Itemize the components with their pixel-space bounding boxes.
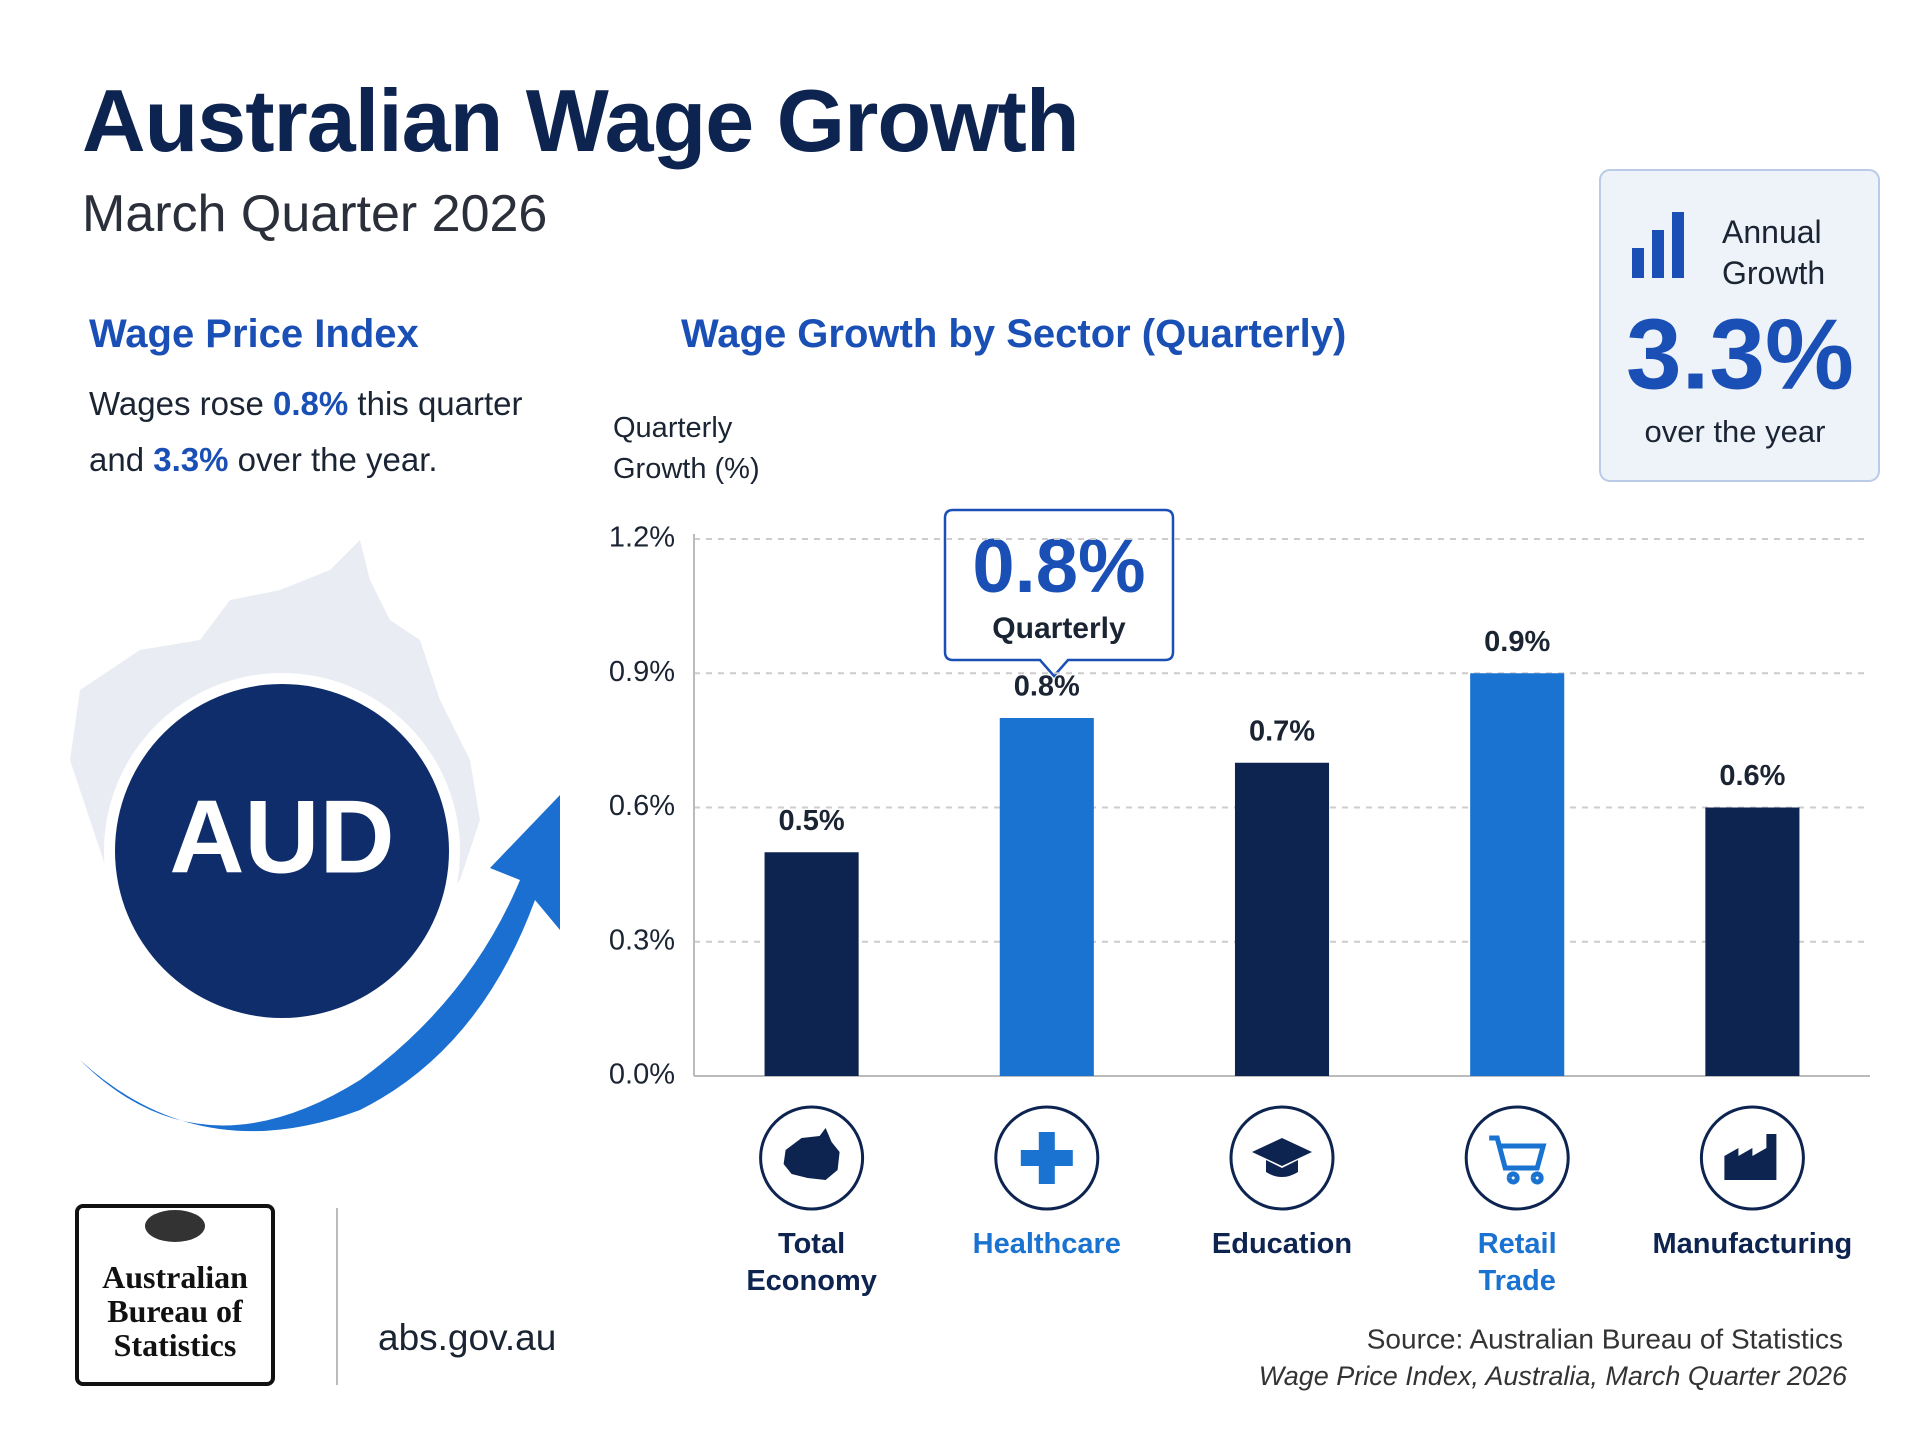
x-tick-label-box: Retail Trade — [1442, 1226, 1592, 1300]
intro-text: Wages rose 0.8% this quarter and 3.3% ov… — [89, 376, 559, 488]
subtitle: March Quarter 2026 — [82, 185, 548, 243]
x-tick-label-box: Manufacturing — [1653, 1226, 1853, 1263]
logo-box — [75, 1204, 275, 1386]
value-label: 0.5% — [779, 805, 845, 837]
source: Source: Australian Bureau of Statistics — [1367, 1323, 1843, 1354]
publication: Wage Price Index, Australia, March Quart… — [1259, 1361, 1848, 1391]
chart-title: Wage Growth by Sector (Quarterly) — [681, 312, 1347, 356]
website: abs.gov.au — [378, 1317, 556, 1358]
category-icon-ring — [1464, 1105, 1570, 1211]
callout-value: 0.8% — [972, 524, 1145, 609]
y-tick-label: 0.9% — [609, 656, 675, 688]
logo-text: Australian Bureau of Statistics — [102, 1259, 248, 1363]
icon-bar — [1672, 212, 1684, 278]
title: Australian Wage Growth — [82, 71, 1080, 170]
bar — [764, 852, 859, 1076]
badge-text: AUD — [169, 779, 394, 895]
intro-part: Wages rose — [89, 385, 264, 422]
intro-highlight: 3.3% — [153, 441, 229, 478]
callout-caption: Quarterly — [992, 612, 1126, 645]
intro-highlight: 0.8% — [273, 385, 349, 422]
value-label: 0.7% — [1249, 715, 1315, 747]
category-icon — [1020, 1132, 1073, 1184]
annual-box — [1599, 169, 1880, 482]
x-tick-label-box: Education — [1207, 1226, 1357, 1263]
x-tick-label: Manufacturing — [1652, 1228, 1853, 1260]
bar — [1234, 762, 1330, 1076]
intro-part: this quarter and — [89, 385, 523, 478]
intro-part: over the year. — [237, 441, 438, 478]
x-tick-label-box: Total Economy — [737, 1226, 887, 1300]
icon-bar — [1652, 230, 1664, 278]
x-tick-label: Healthcare — [972, 1228, 1121, 1260]
y-tick-label: 0.0% — [609, 1059, 675, 1091]
category-icon — [1489, 1135, 1547, 1185]
bar — [1705, 807, 1800, 1076]
bar — [999, 718, 1094, 1076]
y-tick-label: 1.2% — [609, 522, 675, 554]
bar — [1470, 673, 1565, 1076]
category-icon — [1724, 1134, 1777, 1180]
icon-bar — [1632, 248, 1644, 278]
value-label: 0.9% — [1484, 626, 1550, 658]
x-tick-label: Retail Trade — [1477, 1228, 1557, 1297]
x-tick-label-box: Healthcare — [972, 1226, 1122, 1263]
category-icon — [1252, 1138, 1312, 1177]
y-tick-label: 0.3% — [609, 924, 675, 956]
growth-arrow — [80, 795, 560, 1132]
y-axis-label: Quarterly Growth (%) — [613, 412, 760, 485]
value-label: 0.8% — [1014, 671, 1080, 703]
logo-crest — [145, 1210, 205, 1242]
x-tick-label: Total Economy — [746, 1228, 877, 1297]
y-tick-label: 0.6% — [609, 790, 675, 822]
intro-heading: Wage Price Index — [89, 312, 419, 356]
annual-value: 3.3% — [1626, 298, 1854, 410]
badge-circle — [115, 684, 449, 1018]
x-tick-label: Education — [1211, 1228, 1353, 1260]
category-icon — [783, 1128, 840, 1180]
annual-label: Annual Growth — [1722, 214, 1826, 291]
annual-caption: over the year — [1645, 414, 1826, 449]
callout-box — [943, 508, 1175, 678]
value-label: 0.6% — [1719, 760, 1785, 792]
